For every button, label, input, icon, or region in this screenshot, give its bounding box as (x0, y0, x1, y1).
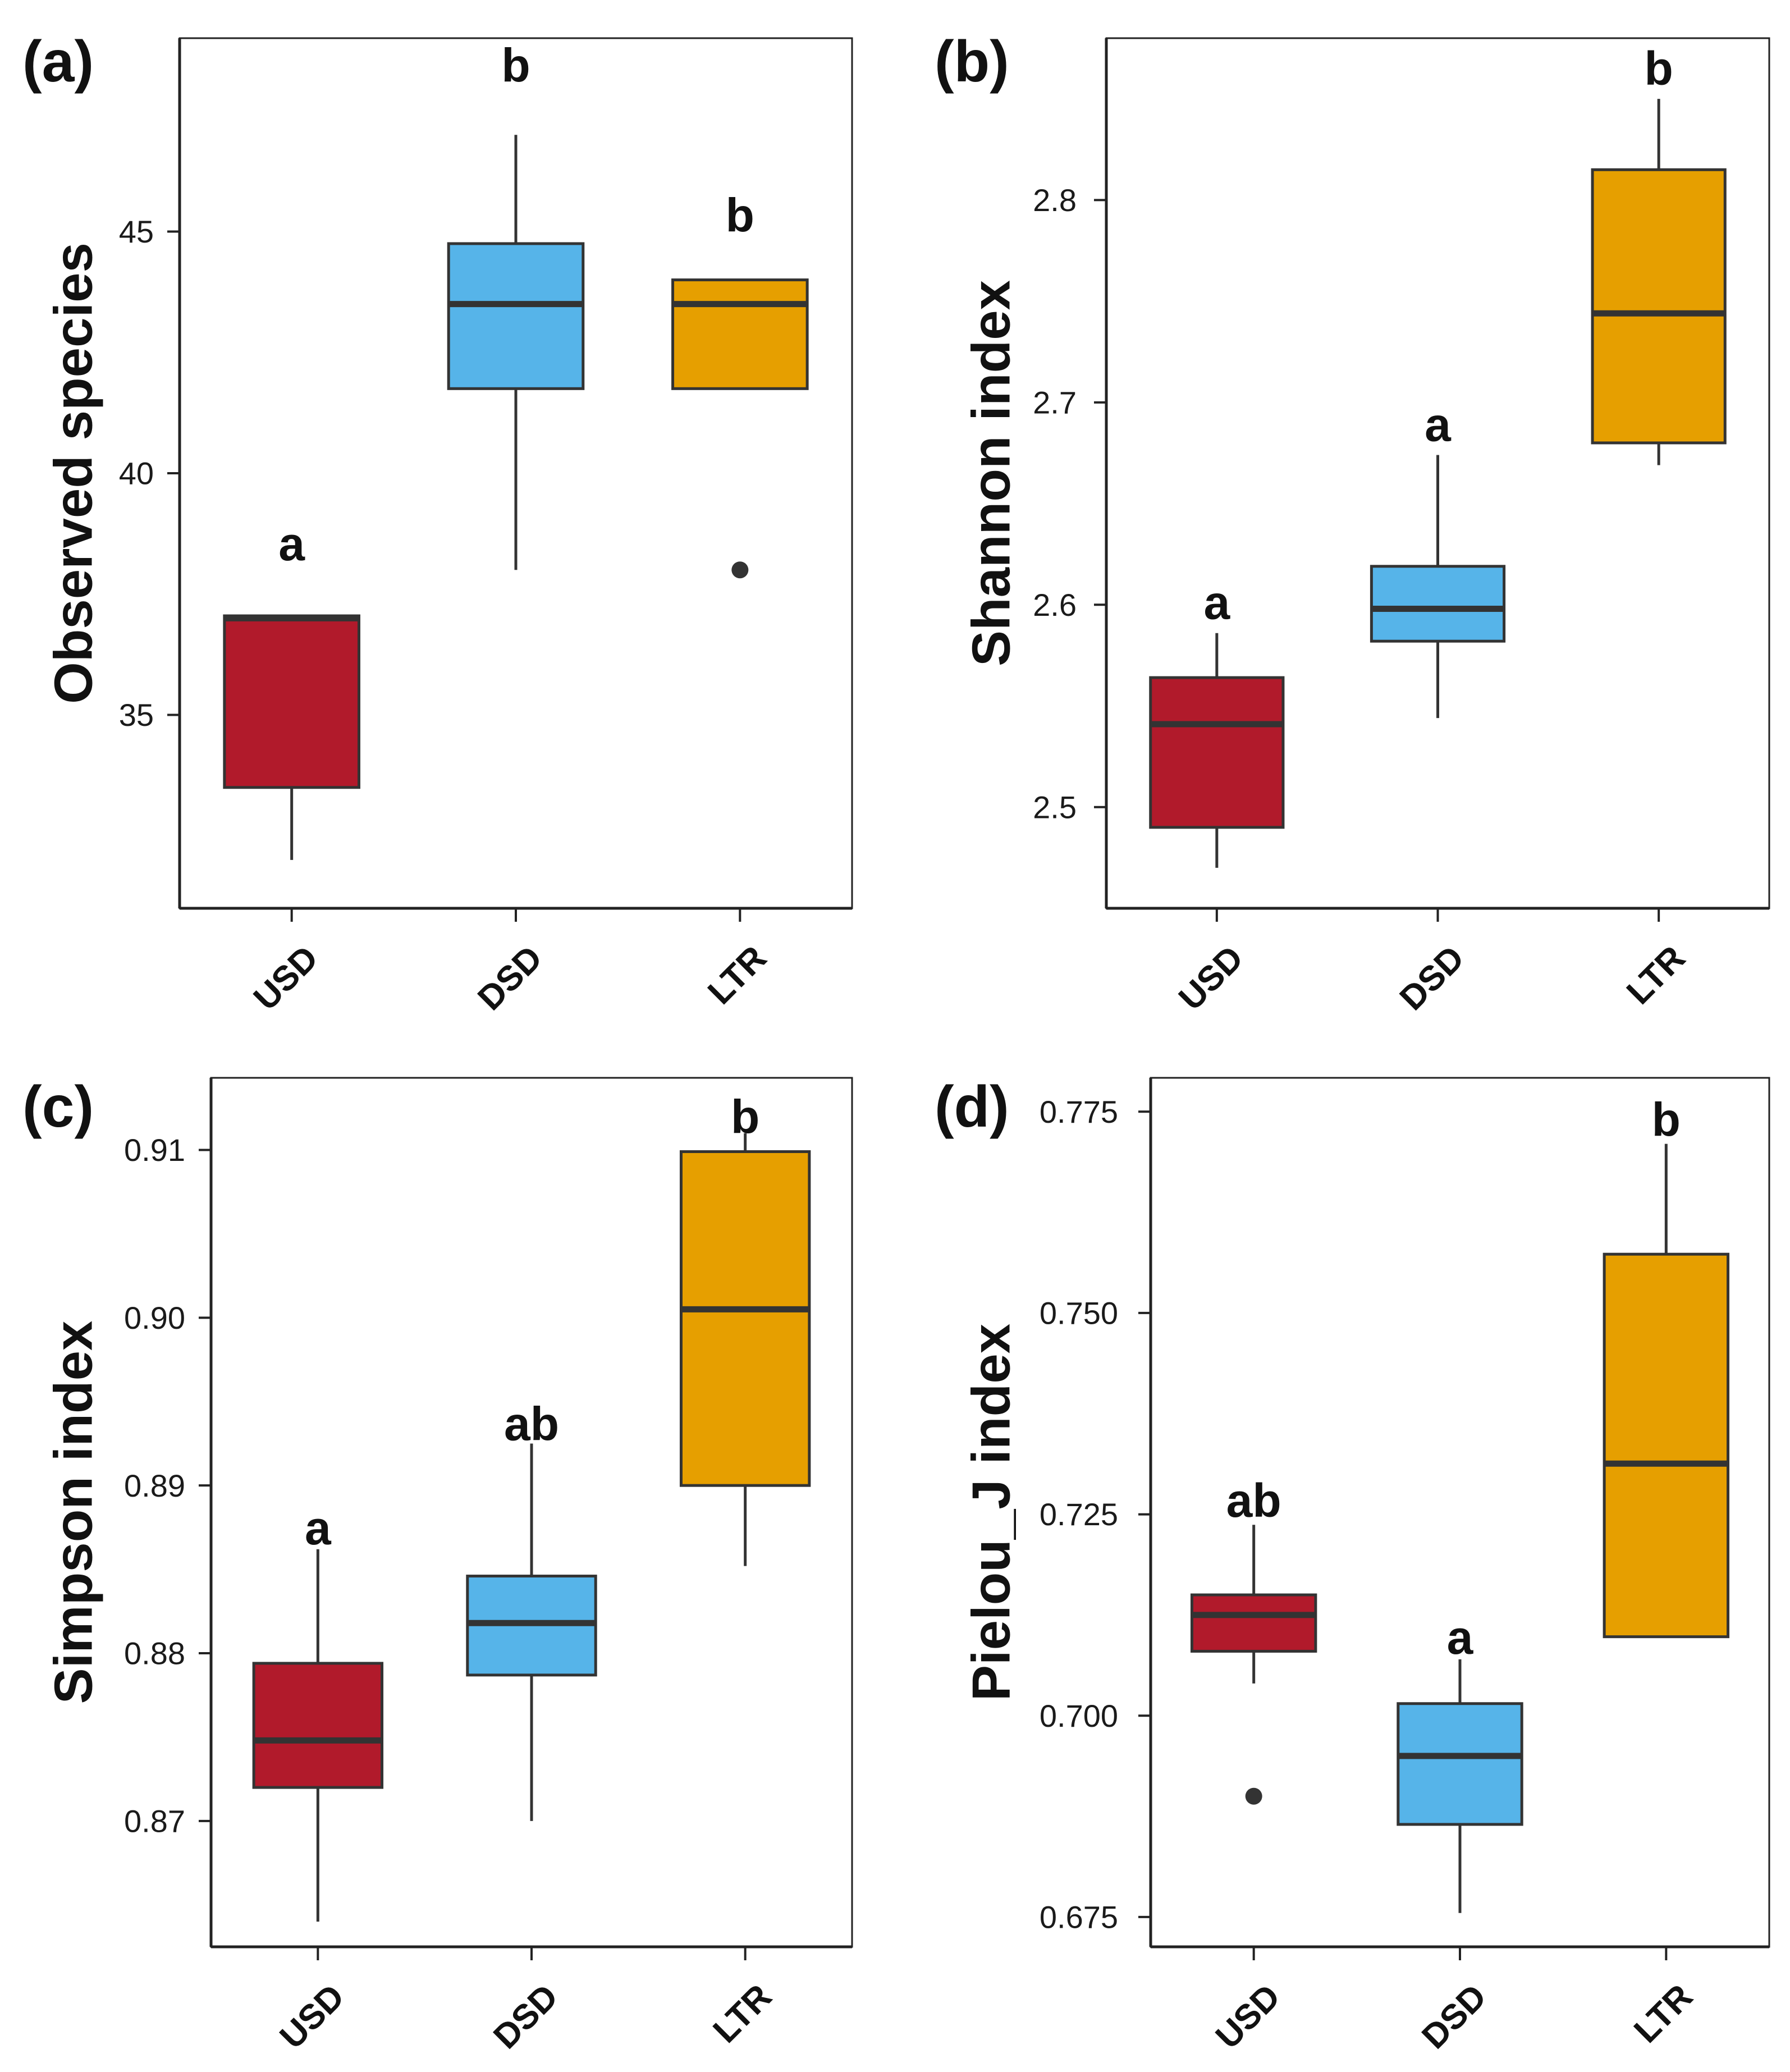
box-iqr (671, 278, 809, 390)
significance-letter: a (1447, 1611, 1474, 1664)
y-tick-label: 0.725 (1040, 1497, 1118, 1532)
significance-letter: b (1645, 42, 1673, 95)
significance-letter: a (278, 518, 305, 570)
x-tick-label: USD (246, 939, 326, 1018)
x-tick-label: LTR (1619, 939, 1693, 1012)
panel-letter: (d) (935, 1074, 1009, 1140)
x-tick-label: DSD (486, 1977, 565, 2056)
box-usd: a (1149, 577, 1285, 868)
significance-letter: ab (1226, 1474, 1281, 1527)
x-tick-label: LTR (1627, 1977, 1700, 2051)
y-tick-label: 0.90 (124, 1300, 185, 1335)
panel-a: (a) Observed species 35 40 45 a USD b DSD b LTR (22, 29, 853, 1018)
box-dsd: b (447, 39, 585, 570)
panel-b: (b) Shannon index 2.5 2.6 2.7 2.8 a USD a DSD b LTR (935, 29, 1770, 1018)
y-tick-label: 45 (119, 214, 154, 249)
significance-letter: ab (504, 1397, 559, 1450)
x-tick-label: USD (1208, 1977, 1288, 2056)
box-iqr (1149, 676, 1285, 829)
y-tick-label: 2.5 (1033, 789, 1077, 825)
y-tick-label: 0.91 (124, 1132, 185, 1168)
panel-d: (d) Pielou_J index 0.675 0.700 0.725 0.750 0.7… (935, 1074, 1770, 2056)
y-tick-label: 0.675 (1040, 1900, 1118, 1935)
panels-container: (a)Observed species354045aUSDbDSDbLTR(b)… (22, 29, 1770, 2056)
box-ltr: b (671, 189, 809, 579)
y-tick-label: 2.8 (1033, 182, 1077, 218)
box-ltr: b (1603, 1093, 1730, 1639)
x-tick-label: USD (1171, 939, 1251, 1018)
box-iqr (223, 614, 360, 789)
box-usd: ab (1190, 1474, 1317, 1805)
x-tick-label: DSD (1393, 939, 1472, 1018)
significance-letter: a (305, 1502, 332, 1554)
box-iqr (1397, 1702, 1523, 1826)
box-dsd: ab (466, 1397, 597, 1821)
box-iqr (679, 1150, 811, 1487)
outlier-point (731, 561, 749, 579)
panel-letter: (b) (935, 29, 1009, 94)
x-tick-label: LTR (706, 1977, 779, 2051)
x-tick-label: LTR (701, 939, 774, 1012)
y-axis-label: Simpson index (44, 1321, 104, 1704)
box-usd: a (252, 1502, 384, 1922)
x-tick-label: DSD (1414, 1977, 1494, 2056)
box-iqr (1190, 1593, 1317, 1653)
x-tick-label: DSD (470, 939, 550, 1018)
panel-c: (c) Simpson index 0.87 0.88 0.89 0.90 0.91 a USD… (22, 1074, 853, 2056)
significance-letter: b (501, 39, 530, 92)
y-axis-label: Shannon index (962, 280, 1022, 666)
y-axis-label: Pielou_J index (962, 1324, 1022, 1701)
y-tick-label: 0.775 (1040, 1094, 1118, 1129)
panel-letter: (a) (22, 29, 94, 94)
significance-letter: b (1652, 1093, 1681, 1146)
y-tick-label: 0.700 (1040, 1698, 1118, 1733)
box-iqr (252, 1662, 384, 1789)
significance-letter: b (731, 1091, 759, 1144)
box-ltr: b (679, 1091, 811, 1566)
y-tick-label: 0.88 (124, 1636, 185, 1671)
x-tick-label: USD (273, 1977, 352, 2056)
y-tick-label: 0.89 (124, 1468, 185, 1503)
y-tick-label: 0.87 (124, 1803, 185, 1838)
outlier-point (1245, 1787, 1262, 1805)
box-dsd: a (1370, 398, 1506, 719)
y-axis-label: Observed species (44, 243, 104, 704)
y-tick-label: 35 (119, 697, 154, 733)
box-iqr (1591, 168, 1727, 445)
box-dsd: a (1397, 1611, 1523, 1913)
box-iqr (1603, 1252, 1730, 1639)
y-tick-label: 0.750 (1040, 1296, 1118, 1331)
box-usd: a (223, 518, 360, 860)
significance-letter: b (726, 189, 754, 241)
significance-letter: a (1425, 398, 1452, 451)
y-tick-label: 40 (119, 456, 154, 491)
y-tick-label: 2.7 (1033, 385, 1077, 420)
y-tick-label: 2.6 (1033, 587, 1077, 623)
box-ltr: b (1591, 42, 1727, 465)
panel-letter: (c) (22, 1074, 94, 1140)
box-iqr (447, 242, 585, 390)
significance-letter: a (1203, 577, 1230, 629)
box-iqr (1370, 565, 1506, 643)
